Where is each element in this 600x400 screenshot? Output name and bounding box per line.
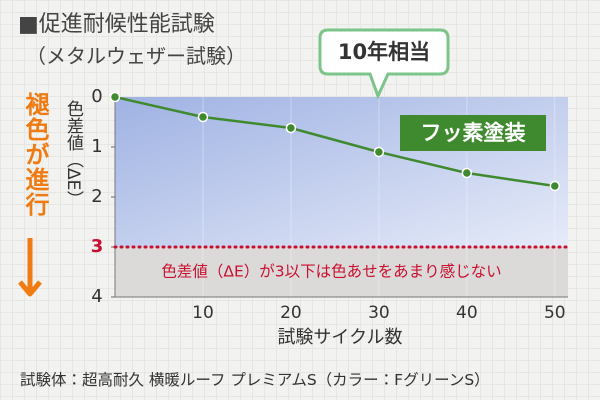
data-point [109,91,121,103]
legend-box [400,115,546,151]
y-tick-label: 4 [91,286,102,307]
footnote: 試験体：超高耐久 横暖ルーフ プレミアムS（カラー：FグリーンS） [20,371,490,389]
x-tick-label: 50 [544,303,566,323]
subtitle: （メタルウェザー試験） [26,44,246,68]
x-tick-label: 10 [192,303,214,323]
callout: 10年相当 [318,28,450,100]
data-point [197,111,209,123]
y-axis-label: 色差値（ΔE） [63,100,83,208]
data-point [549,180,561,192]
side-label: 褪色が進行 [21,92,49,217]
y-tick-label: 1 [91,136,102,157]
data-point [285,122,297,134]
x-tick-label: 20 [280,303,302,323]
x-axis-label: 試験サイクル数 [277,327,402,348]
arrow [18,238,42,297]
y-tick-label: 0 [91,86,102,107]
data-point [461,167,473,179]
threshold-label: 色差値（ΔE）が3以下は色あせをあまり感じない [161,263,501,281]
legend-label: フッ素塗装 [421,121,527,145]
x-tick-label: 30 [368,303,390,323]
threshold-area [115,247,568,297]
y-tick-label: 3 [91,236,104,257]
data-point [373,146,385,158]
callout-text: 10年相当 [338,40,430,64]
x-tick-label: 40 [456,303,478,323]
series-line [114,95,555,188]
y-tick-label: 2 [91,186,102,207]
title: ■促進耐候性能試験 [18,12,215,37]
